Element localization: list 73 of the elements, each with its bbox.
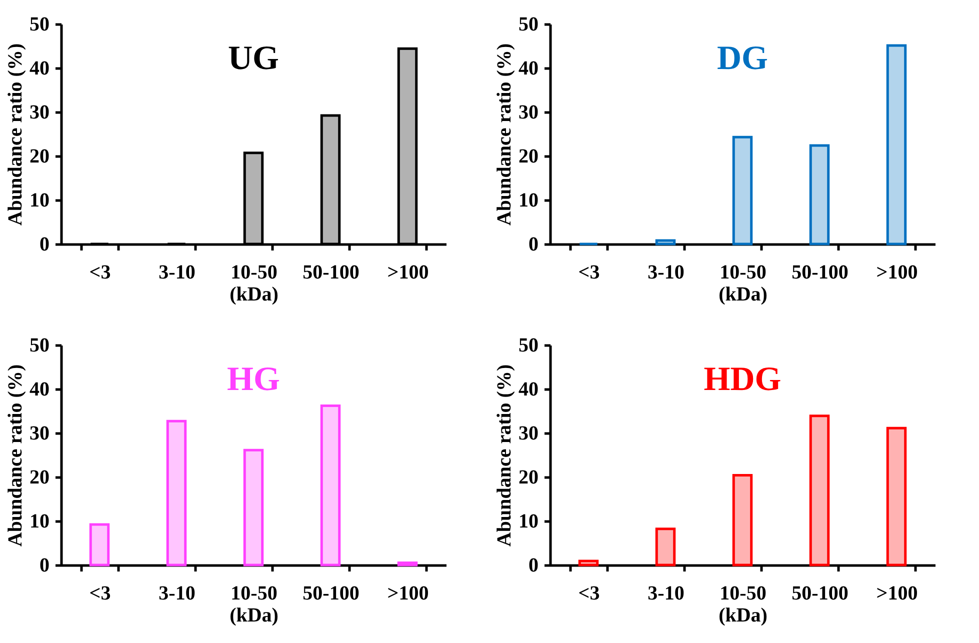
y-tick-label: 30 — [518, 422, 538, 444]
x-tick-label: 50-100 — [792, 582, 848, 604]
bar — [243, 448, 264, 566]
x-tick-label: <3 — [89, 262, 111, 284]
x-tick-label: 10-50 — [720, 262, 766, 284]
y-tick-label: 50 — [518, 334, 538, 356]
y-tick-label: 50 — [30, 334, 50, 356]
x-tick-label: <3 — [578, 582, 600, 604]
y-tick-label: 40 — [518, 378, 538, 400]
x-tick-label: 3-10 — [648, 262, 684, 284]
x-axis-title: (kDa) — [230, 604, 278, 626]
y-tick-label: 0 — [40, 554, 50, 576]
y-tick-label: 40 — [30, 378, 50, 400]
bar — [655, 528, 676, 566]
bar — [809, 144, 830, 246]
x-tick-label: >100 — [876, 582, 918, 604]
bar — [886, 44, 907, 246]
x-axis-title: (kDa) — [718, 604, 768, 626]
x-tick-label: 3-10 — [158, 582, 196, 604]
bar — [243, 152, 264, 246]
y-axis-title: Abundance ratio (%) — [494, 43, 516, 226]
y-tick-label: 50 — [518, 14, 538, 36]
bar — [886, 426, 907, 566]
x-tick-label: 10-50 — [720, 582, 766, 604]
y-tick-label: 10 — [30, 190, 50, 212]
text: DG — [717, 40, 768, 77]
y-tick-label: 20 — [518, 146, 538, 168]
y-tick-label: 10 — [30, 510, 50, 532]
x-axis-title: (kDa) — [230, 284, 278, 306]
y-tick-label: 0 — [528, 234, 538, 256]
y-tick-label: 20 — [30, 466, 50, 488]
bar — [809, 414, 830, 566]
bar — [397, 47, 418, 246]
bar — [578, 560, 599, 566]
x-tick-label: 50-100 — [792, 262, 848, 284]
y-axis-title: Abundance ratio (%) — [4, 364, 26, 547]
y-tick-label: 0 — [40, 234, 50, 256]
x-tick-label: 3-10 — [158, 262, 196, 284]
x-tick-label: <3 — [578, 262, 600, 284]
y-tick-label: 20 — [30, 146, 50, 168]
x-tick-label: >100 — [387, 582, 429, 604]
bar — [89, 523, 110, 566]
x-tick-label: >100 — [876, 262, 918, 284]
y-tick-label: 30 — [30, 102, 50, 124]
y-tick-label: 30 — [30, 422, 50, 444]
bar — [397, 562, 418, 566]
y-tick-label: 40 — [518, 58, 538, 80]
y-tick-label: 40 — [30, 58, 50, 80]
y-tick-label: 20 — [518, 466, 538, 488]
x-tick-label: 3-10 — [648, 582, 684, 604]
x-tick-label: 10-50 — [230, 262, 278, 284]
bar — [320, 114, 341, 246]
y-tick-label: 30 — [518, 102, 538, 124]
y-tick-label: 10 — [518, 190, 538, 212]
x-tick-label: <3 — [89, 582, 111, 604]
chart-title: HDG — [704, 361, 782, 398]
y-axis-title: Abundance ratio (%) — [4, 43, 26, 226]
x-tick-label: >100 — [387, 262, 429, 284]
bar — [732, 136, 753, 246]
x-tick-label: 50-100 — [302, 262, 360, 284]
x-tick-label: 50-100 — [302, 582, 360, 604]
text: UG — [228, 40, 279, 77]
y-tick-label: 50 — [30, 14, 50, 36]
y-tick-label: 0 — [528, 554, 538, 576]
x-tick-label: 10-50 — [230, 582, 278, 604]
y-axis-title: Abundance ratio (%) — [494, 364, 516, 547]
bar — [655, 239, 676, 246]
x-axis-title: (kDa) — [718, 284, 768, 306]
bar — [320, 404, 341, 566]
bar — [166, 420, 187, 566]
chart-title: HG — [227, 361, 280, 398]
y-tick-label: 10 — [518, 510, 538, 532]
bar — [732, 474, 753, 566]
